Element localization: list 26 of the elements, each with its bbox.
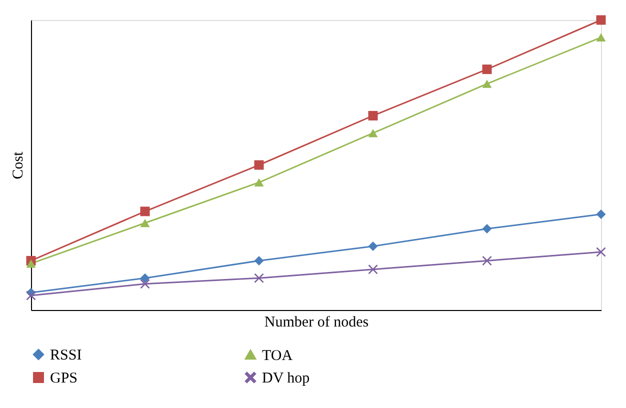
point <box>140 273 150 283</box>
point <box>596 33 606 42</box>
point <box>254 273 264 283</box>
point <box>254 256 264 266</box>
y-axis-title: Cost <box>10 150 26 180</box>
point <box>482 64 492 74</box>
legend-label: DV hop <box>262 370 310 386</box>
x-axis-title: Number of nodes <box>264 314 369 330</box>
point <box>140 279 150 289</box>
point <box>140 218 150 228</box>
point <box>482 80 492 88</box>
legend-label: TOA <box>262 348 293 364</box>
point <box>482 224 492 234</box>
point <box>596 210 606 220</box>
legend-label: GPS <box>50 370 78 386</box>
point <box>254 160 264 170</box>
point <box>254 178 264 187</box>
point <box>368 241 378 251</box>
point <box>140 206 150 216</box>
point <box>368 264 378 274</box>
point <box>368 128 378 138</box>
point <box>26 259 36 268</box>
legend-label: RSSI <box>50 348 82 364</box>
point <box>482 256 492 266</box>
point <box>368 110 378 120</box>
point <box>596 15 606 25</box>
